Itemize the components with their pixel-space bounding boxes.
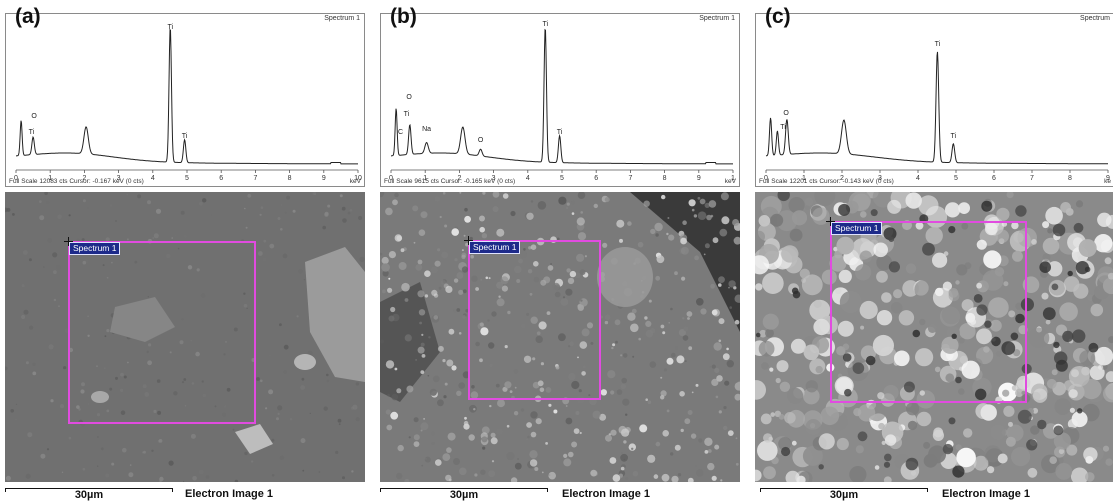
spectrum-region-label: Spectrum 1	[831, 222, 883, 235]
spectrum-region-label: Spectrum 1	[469, 241, 521, 254]
spectrum-region[interactable]	[468, 240, 601, 400]
x-tick-label: 8	[288, 175, 292, 182]
x-tick-label: 5	[185, 175, 189, 182]
x-tick-label: 5	[954, 175, 958, 182]
peak-label: Ti	[780, 123, 786, 131]
x-tick-label: 1	[731, 175, 735, 182]
x-tick-label: 3	[117, 175, 121, 182]
scale-bar: 30µm	[380, 486, 548, 502]
spectrum-chart: 0 1 2 3 4 5 6 7 8 9 1 Spectrum 1 Full Scale 9615 c…	[380, 13, 740, 187]
spectrum-title: Spectrum	[1080, 15, 1110, 22]
x-tick-label: 8	[663, 175, 667, 182]
electron-image-label: Electron Image 1	[185, 488, 274, 500]
axis-unit: ke	[1104, 178, 1111, 185]
spectrum-region[interactable]	[830, 221, 1027, 403]
spectrum-trace	[765, 51, 1108, 165]
sem-background	[5, 192, 365, 482]
x-tick-label: 2	[82, 175, 86, 182]
electron-image: Spectrum 1	[5, 192, 365, 482]
panel-label: (a)	[15, 5, 41, 28]
x-tick-label: 9	[322, 175, 326, 182]
peak-label: O	[477, 137, 484, 145]
peak-label: Ti	[181, 133, 188, 141]
spectrum-footer: Full Scale 12083 cts Cursor: -0.167 keV …	[9, 178, 144, 185]
x-tick-label: 0	[14, 175, 18, 182]
x-tick-label: 7	[628, 175, 632, 182]
spectrum-plot: 0 1 2 3 4 5 6 7 8 9	[764, 51, 1110, 182]
x-tick-label: 3	[492, 175, 496, 182]
spectrum-trace	[16, 28, 358, 165]
x-tick-label: 0	[764, 175, 768, 182]
spectrum-plot: 0 1 2 3 4 5 6 7 8 9 10	[14, 28, 362, 182]
x-tick-label: 2	[457, 175, 461, 182]
spectrum-footer: Full Scale 9615 cts Cursor: -0.165 keV (…	[384, 178, 516, 185]
x-tick-label: 7	[253, 175, 257, 182]
x-tick-label: 6	[992, 175, 996, 182]
crosshair-icon	[826, 217, 835, 226]
x-tick-label: 4	[151, 175, 155, 182]
peak-label: Ti	[950, 133, 957, 141]
peak-label: Ti	[934, 41, 941, 49]
peak-label: O	[406, 93, 412, 101]
axis-unit: keV	[349, 178, 361, 185]
x-tick-label: 0	[389, 175, 393, 182]
spectrum-title: Spectrum 1	[324, 15, 360, 22]
x-tick-label: 3	[878, 175, 882, 182]
peak-label: Ti	[28, 129, 35, 136]
spectrum-chart: 0 1 2 3 4 5 6 7 8 9 10 Spectrum 1 Full Scale 12083…	[5, 13, 365, 187]
sem-micrograph	[380, 192, 740, 482]
panel-a: 0 1 2 3 4 5 6 7 8 9 10 Spectrum 1 Full Scale 12083…	[5, 0, 365, 503]
x-tick-label: 9	[1106, 175, 1110, 182]
axis-unit: keV	[724, 178, 736, 185]
electron-image: Spectrum 1	[755, 192, 1113, 482]
peak-label: Ti	[403, 111, 410, 119]
scale-bar: 30µm	[760, 486, 928, 502]
x-tick-label: 6	[219, 175, 223, 182]
electron-image-label: Electron Image 1	[562, 488, 651, 500]
peak-label: O	[31, 112, 37, 120]
x-tick-label: 1	[48, 175, 52, 182]
peak-label: Ti	[542, 21, 549, 28]
crosshair-icon	[464, 236, 473, 245]
x-tick-label: 4	[916, 175, 920, 182]
sem-micrograph	[755, 192, 1113, 482]
x-tick-label: 5	[560, 175, 564, 182]
spectrum-plot: 0 1 2 3 4 5 6 7 8 9 1	[389, 28, 735, 182]
peak-label: Na	[422, 126, 432, 134]
spectrum-region[interactable]	[68, 241, 256, 424]
spectrum-trace	[391, 28, 733, 165]
panel-b: 0 1 2 3 4 5 6 7 8 9 1 Spectrum 1 Full Scale 9615 c…	[380, 0, 740, 503]
peak-label: Ti	[167, 23, 174, 31]
electron-image-label: Electron Image 1	[942, 488, 1031, 500]
panel-label: (b)	[390, 5, 417, 28]
x-tick-label: 1	[802, 175, 806, 182]
scale-bar-label: 30µm	[449, 489, 479, 501]
x-tick-label: 6	[594, 175, 598, 182]
scale-bar-label: 30µm	[829, 489, 859, 501]
spectrum-title: Spectrum 1	[699, 15, 735, 22]
scale-bar-label: 30µm	[74, 489, 104, 501]
scale-bar: 30µm	[5, 486, 173, 502]
sem-micrograph	[5, 192, 365, 482]
electron-image: Spectrum 1	[380, 192, 740, 482]
crosshair-icon	[64, 237, 73, 246]
x-tick-label: 7	[1030, 175, 1034, 182]
x-tick-label: 1	[423, 175, 427, 182]
peak-label: C	[398, 129, 404, 136]
x-tick-label: 4	[526, 175, 530, 182]
x-tick-label: 2	[840, 175, 844, 182]
x-tick-label: 9	[697, 175, 701, 182]
x-tick-label: 8	[1068, 175, 1072, 182]
spectrum-region-label: Spectrum 1	[69, 242, 121, 255]
x-tick-label: 10	[354, 175, 362, 182]
spectrum-footer: Full Scale 12201 cts Cursor: -0.143 keV …	[759, 178, 894, 185]
peak-label: Ti	[556, 129, 563, 136]
peak-label: O	[783, 110, 789, 118]
panel-label: (c)	[765, 5, 791, 28]
